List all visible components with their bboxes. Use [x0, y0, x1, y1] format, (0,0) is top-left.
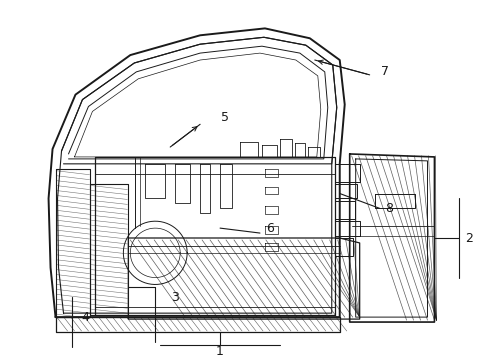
- Text: 2: 2: [466, 231, 473, 244]
- Text: 3: 3: [172, 291, 179, 304]
- Text: 5: 5: [221, 111, 229, 124]
- Text: 7: 7: [381, 66, 389, 78]
- Text: 1: 1: [216, 345, 224, 358]
- Text: 8: 8: [386, 202, 393, 215]
- Text: 4: 4: [81, 311, 89, 324]
- Text: 6: 6: [266, 222, 274, 235]
